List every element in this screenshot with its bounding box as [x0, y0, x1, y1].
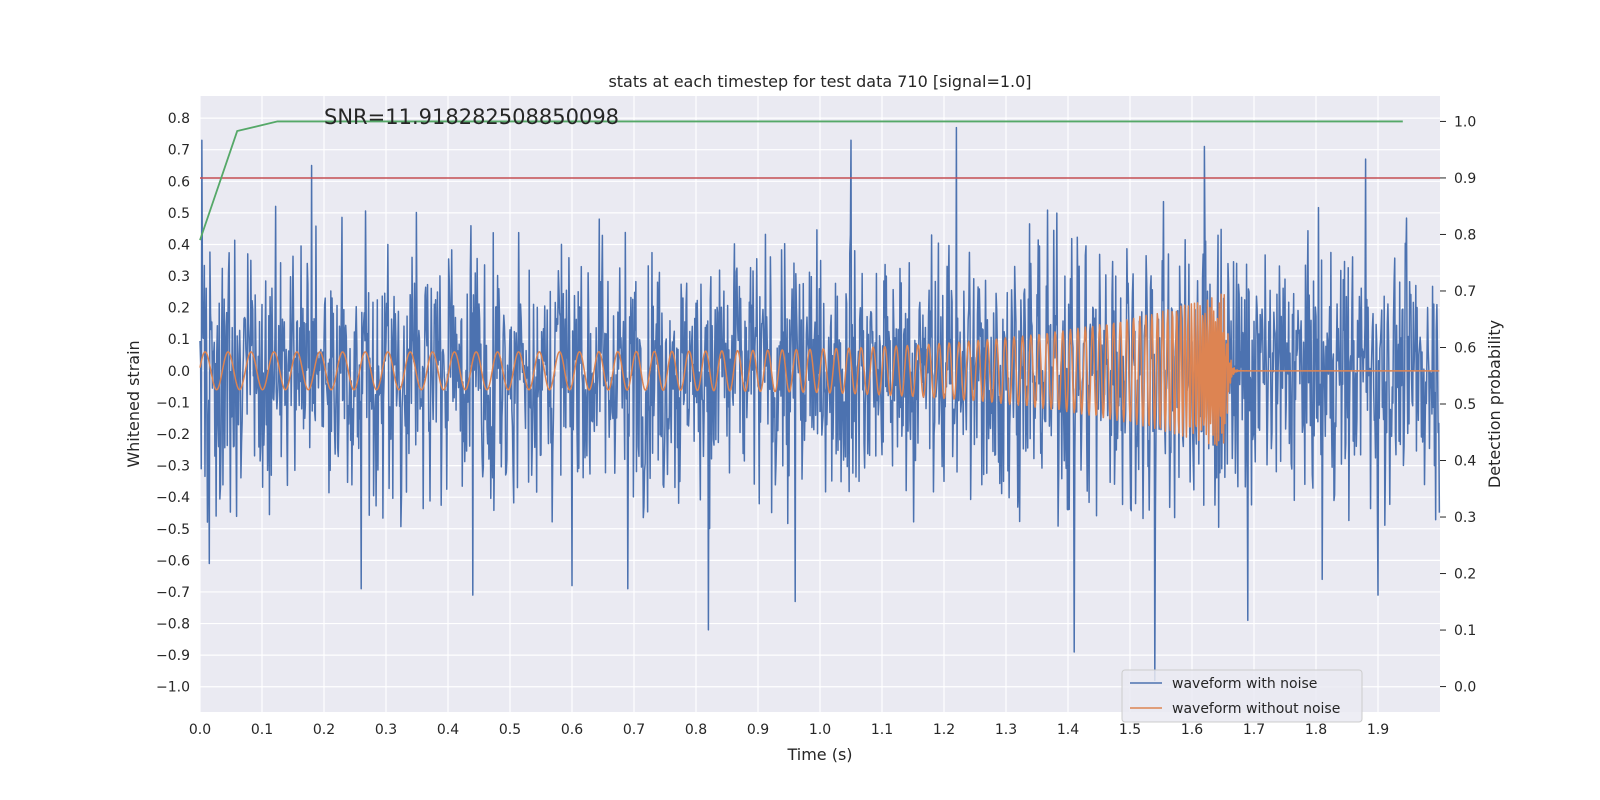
y-tick-label: 0.1: [168, 332, 190, 348]
x-tick-label: 1.3: [995, 722, 1017, 738]
y-tick-label: 0.3: [168, 269, 190, 285]
x-tick-label: 0.1: [251, 722, 273, 738]
y-tick-label: −0.8: [156, 617, 190, 633]
x-tick-label: 0.8: [685, 722, 707, 738]
y2-tick-label: 0.2: [1454, 567, 1476, 583]
y2-tick-label: 0.6: [1454, 340, 1476, 356]
x-tick-label: 1.2: [933, 722, 955, 738]
y2-tick-label: 0.5: [1454, 397, 1476, 413]
x-tick-label: 0.7: [623, 722, 645, 738]
y-tick-label: −0.4: [156, 490, 190, 506]
y2-tick-label: 0.8: [1454, 227, 1476, 243]
series-line-clean: [199, 293, 1440, 447]
y-tick-label: −0.5: [156, 522, 190, 538]
x-tick-label: 1.6: [1181, 722, 1203, 738]
y-tick-label: −0.6: [156, 553, 190, 569]
x-tick-label: 0.2: [313, 722, 335, 738]
y-tick-label: 0.8: [168, 111, 190, 127]
x-tick-label: 0.3: [375, 722, 397, 738]
y2-tick-label: 0.1: [1454, 623, 1476, 639]
y2-tick-label: 1.0: [1454, 114, 1476, 130]
x-tick-label: 0.9: [747, 722, 769, 738]
y-tick-label: 0.2: [168, 301, 190, 317]
y-tick-label: 0.6: [168, 174, 190, 190]
x-tick-label: 1.9: [1367, 722, 1389, 738]
y-axis-right: 1.0 0.9 0.8 0.7 0.6 0.5 0.4 0.3 0.2 0.1 0.0: [1440, 114, 1476, 696]
x-tick-label: 1.0: [809, 722, 831, 738]
y-tick-label: −0.7: [156, 585, 190, 601]
x-axis-label: Time (s): [786, 745, 852, 764]
y-tick-label: 0.4: [168, 237, 190, 253]
x-tick-label: 1.7: [1243, 722, 1265, 738]
x-tick-label: 1.4: [1057, 722, 1079, 738]
x-tick-label: 1.5: [1119, 722, 1141, 738]
y2-tick-label: 0.9: [1454, 171, 1476, 187]
y2-tick-label: 0.4: [1454, 454, 1476, 470]
series-line-probability: [199, 120, 1403, 241]
plot-area: [199, 120, 1441, 682]
y-tick-label: −0.9: [156, 648, 190, 664]
x-tick-label: 1.1: [871, 722, 893, 738]
y-axis-left: 0.8 0.7 0.6 0.5 0.4 0.3 0.2 0.1 0.0 −0.1 −0.2 −0.3 −…: [156, 111, 190, 696]
y-tick-label: −0.3: [156, 459, 190, 475]
y-tick-label: 0.5: [168, 206, 190, 222]
x-tick-label: 0.0: [189, 722, 211, 738]
y2-tick-label: 0.7: [1454, 284, 1476, 300]
series-line-noisy: [199, 126, 1441, 682]
y-tick-label: −0.2: [156, 427, 190, 443]
legend-box: [1121, 669, 1363, 723]
y2-tick-label: 0.0: [1454, 680, 1476, 696]
legend: waveform with noise waveform without noi…: [1121, 669, 1363, 723]
legend-label-clean: waveform without noise: [1172, 701, 1340, 717]
snr-annotation: SNR=11.918282508850098: [324, 105, 619, 129]
y-axis-label: Whitened strain: [124, 340, 143, 467]
y-tick-label: 0.0: [168, 364, 190, 380]
y-tick-label: −1.0: [156, 680, 190, 696]
x-tick-label: 0.5: [499, 722, 521, 738]
y-tick-label: −0.1: [156, 395, 190, 411]
x-tick-label: 0.4: [437, 722, 459, 738]
x-tick-label: 1.8: [1305, 722, 1327, 738]
x-axis: 0.0 0.1 0.2 0.3 0.4 0.5 0.6 0.7 0.8 0.9 1.0 1.1 1.2 1…: [189, 722, 1389, 738]
legend-label-noisy: waveform with noise: [1172, 676, 1317, 692]
x-tick-label: 0.6: [561, 722, 583, 738]
y2-tick-label: 0.3: [1454, 510, 1476, 526]
y-tick-label: 0.7: [168, 143, 190, 159]
chart-title: stats at each timestep for test data 710…: [608, 72, 1031, 91]
y2-axis-label: Detection probability: [1485, 320, 1504, 488]
